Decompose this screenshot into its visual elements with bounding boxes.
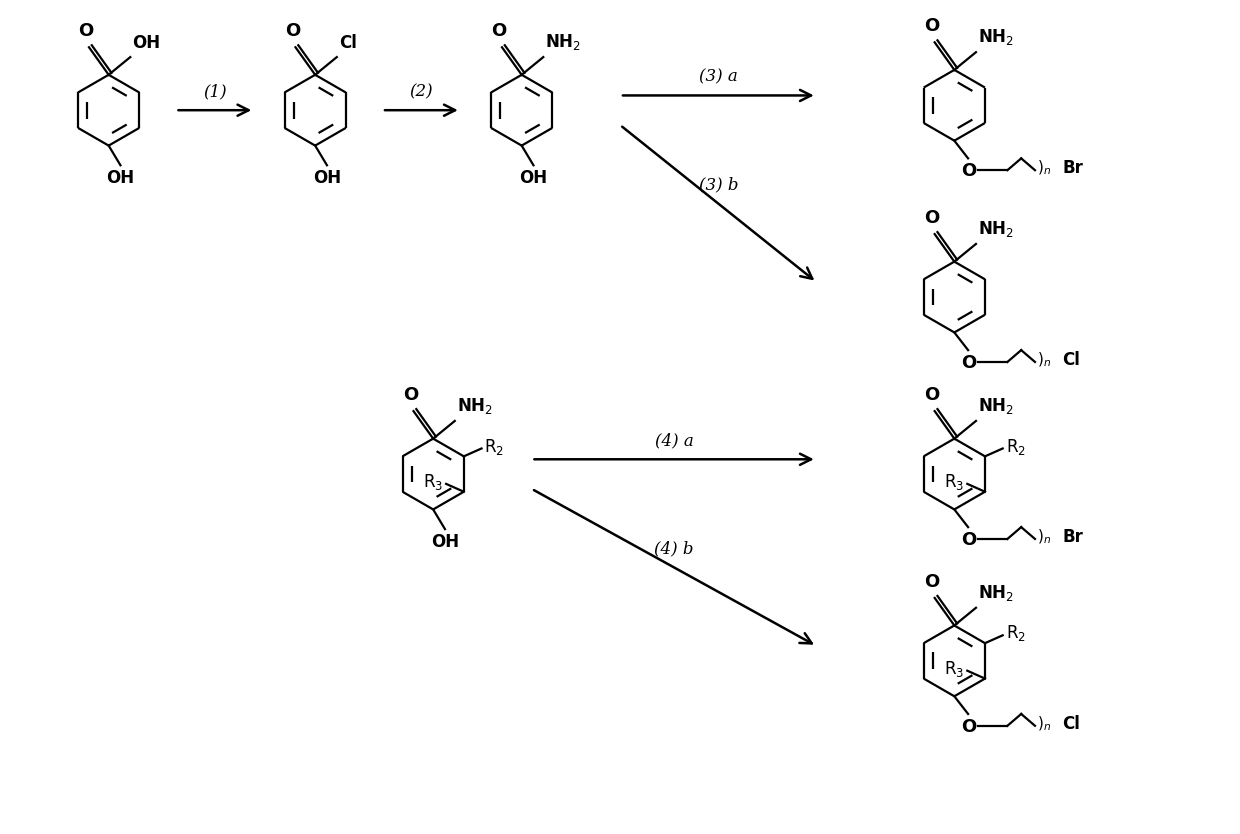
Text: (3) a: (3) a — [699, 68, 738, 86]
Text: O: O — [491, 23, 507, 40]
Text: NH$_2$: NH$_2$ — [978, 28, 1013, 48]
Text: Cl: Cl — [339, 34, 357, 53]
Text: O: O — [78, 23, 94, 40]
Text: Cl: Cl — [1063, 715, 1080, 733]
Text: O: O — [961, 718, 977, 736]
Text: (4) b: (4) b — [655, 540, 694, 558]
Text: O: O — [924, 209, 940, 227]
Text: $)_n$: $)_n$ — [1037, 351, 1052, 369]
Text: NH$_2$: NH$_2$ — [456, 396, 492, 416]
Text: O: O — [285, 23, 300, 40]
Text: Br: Br — [1063, 528, 1084, 546]
Text: (2): (2) — [409, 83, 433, 100]
Text: $)_n$: $)_n$ — [1037, 159, 1052, 178]
Text: NH$_2$: NH$_2$ — [546, 33, 582, 53]
Text: (4) a: (4) a — [655, 433, 693, 450]
Text: Cl: Cl — [1063, 351, 1080, 369]
Text: OH: OH — [107, 169, 134, 187]
Text: NH$_2$: NH$_2$ — [978, 583, 1013, 603]
Text: O: O — [924, 18, 940, 36]
Text: O: O — [924, 386, 940, 404]
Text: R$_2$: R$_2$ — [1006, 436, 1025, 456]
Text: O: O — [403, 386, 418, 404]
Text: NH$_2$: NH$_2$ — [978, 396, 1013, 416]
Text: O: O — [961, 163, 977, 180]
Text: OH: OH — [312, 169, 341, 187]
Text: $)_n$: $)_n$ — [1037, 715, 1052, 733]
Text: R$_3$: R$_3$ — [944, 472, 965, 492]
Text: Br: Br — [1063, 159, 1084, 177]
Text: R$_2$: R$_2$ — [485, 436, 505, 456]
Text: OH: OH — [432, 533, 459, 551]
Text: R$_3$: R$_3$ — [423, 472, 443, 492]
Text: O: O — [961, 531, 977, 549]
Text: (1): (1) — [203, 83, 227, 100]
Text: O: O — [961, 354, 977, 372]
Text: O: O — [924, 573, 940, 591]
Text: R$_3$: R$_3$ — [944, 659, 965, 679]
Text: (3) b: (3) b — [698, 177, 738, 193]
Text: OH: OH — [133, 34, 160, 53]
Text: NH$_2$: NH$_2$ — [978, 219, 1013, 239]
Text: R$_2$: R$_2$ — [1006, 623, 1025, 643]
Text: OH: OH — [520, 169, 548, 187]
Text: $)_n$: $)_n$ — [1037, 528, 1052, 546]
